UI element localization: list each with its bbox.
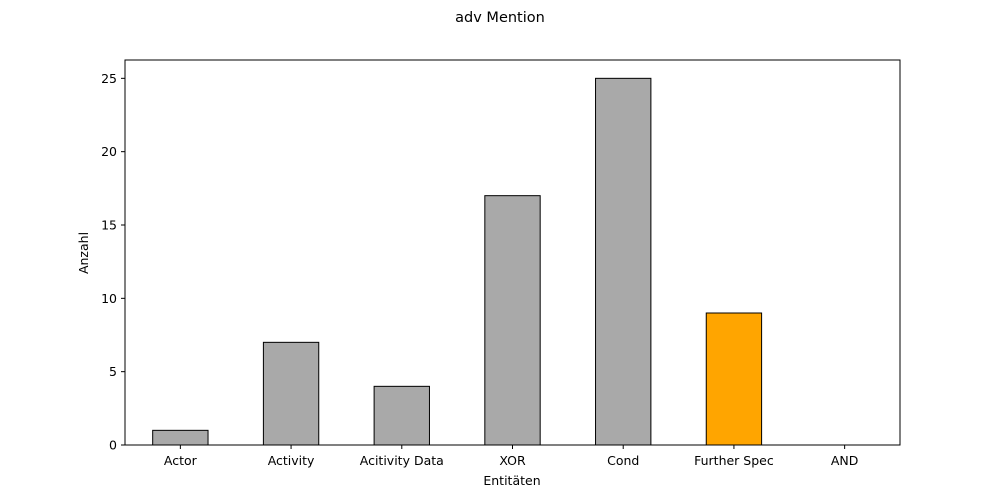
y-tick-label: 10	[101, 291, 117, 306]
bar-acitivity-data	[373, 385, 430, 446]
y-tick-label: 15	[101, 218, 117, 233]
x-tick-label: Actor	[164, 453, 198, 468]
y-axis-label: Anzahl	[76, 232, 91, 274]
x-tick-label: AND	[831, 453, 859, 468]
x-tick-label: Cond	[607, 453, 639, 468]
bar-cond	[595, 77, 652, 446]
y-tick-label: 0	[109, 438, 117, 453]
plot-area: 0 5 10 15 20 25 Actor Activity Acitivity Data XOR…	[101, 59, 901, 468]
bar-actor	[152, 429, 209, 446]
bar-xor	[484, 195, 541, 446]
x-tick-label: Acitivity Data	[360, 453, 444, 468]
bar-further-spec	[705, 312, 763, 446]
x-axis-label: Entitäten	[483, 473, 540, 488]
x-tick-label: Further Spec	[694, 453, 774, 468]
y-tick-label: 25	[101, 71, 117, 86]
y-tick-label: 20	[101, 144, 117, 159]
x-tick-label: XOR	[499, 453, 526, 468]
x-tick-label: Activity	[268, 453, 315, 468]
bar-activity	[262, 341, 320, 446]
y-tick-label: 5	[109, 364, 117, 379]
chart-title: adv Mention	[455, 10, 545, 26]
